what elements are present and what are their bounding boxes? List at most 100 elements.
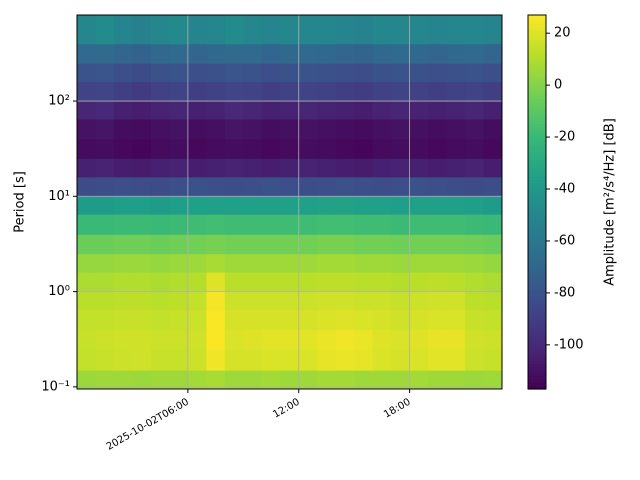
heatmap-cell <box>317 63 337 83</box>
heatmap-cell <box>187 158 207 178</box>
heatmap-cell <box>77 234 96 255</box>
heatmap-cell <box>187 272 207 293</box>
heatmap-cell <box>132 196 152 215</box>
colorbar-tick-label: -40 <box>554 182 575 197</box>
heatmap-cell <box>169 81 189 102</box>
colorbar-segment <box>528 360 546 365</box>
heatmap-cell <box>169 118 189 140</box>
heatmap-cell <box>150 63 170 83</box>
heatmap-cell <box>132 291 152 310</box>
colorbar-segment <box>528 142 546 147</box>
heatmap-cell <box>428 272 448 293</box>
heatmap-cell <box>391 43 411 64</box>
heatmap-cell <box>132 309 152 331</box>
heatmap-cell <box>354 272 374 293</box>
heatmap-cell <box>354 291 374 310</box>
heatmap-cell <box>95 81 115 102</box>
heatmap-cell <box>465 158 485 178</box>
heatmap-cell <box>354 81 374 102</box>
heatmap-cell <box>169 158 189 178</box>
heatmap-cell <box>465 234 485 255</box>
heatmap-cell <box>77 253 96 273</box>
heatmap-cell <box>206 309 226 331</box>
heatmap-cell <box>465 253 485 273</box>
colorbar-segment <box>528 351 546 356</box>
heatmap-cell <box>372 196 392 215</box>
heatmap-cell <box>483 370 503 390</box>
colorbar-segment <box>528 233 546 237</box>
heatmap-cell <box>243 370 263 390</box>
heatmap-cell <box>243 176 263 197</box>
heatmap-cell <box>483 348 503 371</box>
colorbar-segment <box>528 382 546 387</box>
heatmap-cell <box>95 118 115 140</box>
heatmap-cell <box>298 291 318 310</box>
heatmap-cell <box>150 101 170 120</box>
heatmap-cell <box>95 63 115 83</box>
heatmap-cell <box>317 348 337 371</box>
heatmap-cell <box>280 81 300 102</box>
colorbar-segment <box>528 357 546 362</box>
heatmap-cell <box>261 370 281 390</box>
heatmap-cell <box>169 43 189 64</box>
colorbar-segment <box>528 117 546 122</box>
heatmap-cell <box>372 272 392 293</box>
heatmap-cell <box>354 138 374 159</box>
heatmap-cell <box>446 234 466 255</box>
heatmap-cell <box>465 214 485 235</box>
colorbar-tick-label: -20 <box>554 130 575 145</box>
colorbar-segment <box>528 242 546 247</box>
heatmap-cell <box>391 15 411 45</box>
heatmap-cell <box>77 272 96 293</box>
heatmap-cell <box>483 118 503 140</box>
heatmap-cell <box>169 370 189 390</box>
heatmap-cell <box>243 138 263 159</box>
heatmap-cell <box>317 81 337 102</box>
heatmap-cell <box>261 138 281 159</box>
colorbar-segment <box>528 18 546 22</box>
heatmap-cell <box>280 234 300 255</box>
heatmap-cell <box>77 63 96 83</box>
colorbar-segment <box>528 298 546 303</box>
heatmap-cell <box>465 309 485 331</box>
colorbar-segment <box>528 96 546 100</box>
heatmap-cell <box>243 158 263 178</box>
heatmap-cell <box>335 63 355 83</box>
heatmap-cell <box>298 101 318 120</box>
colorbar-segment <box>528 158 546 163</box>
heatmap-cell <box>409 81 429 102</box>
colorbar-segment <box>528 226 546 231</box>
colorbar-segment <box>528 139 546 144</box>
heatmap-cell <box>483 234 503 255</box>
heatmap-cell <box>446 272 466 293</box>
colorbar-segment <box>528 195 546 200</box>
heatmap-cell <box>206 101 226 120</box>
heatmap-cell <box>224 138 244 159</box>
heatmap-cell <box>483 196 503 215</box>
heatmap-cell <box>354 101 374 120</box>
heatmap-cell <box>280 138 300 159</box>
heatmap-cell <box>77 138 96 159</box>
heatmap-cell <box>391 253 411 273</box>
heatmap-cell <box>317 158 337 178</box>
heatmap-cell <box>372 63 392 83</box>
heatmap-cell <box>243 309 263 331</box>
heatmap-cell <box>132 272 152 293</box>
heatmap-cell <box>243 234 263 255</box>
heatmap-cell <box>77 291 96 310</box>
heatmap-cell <box>261 101 281 120</box>
heatmap-cell <box>261 234 281 255</box>
heatmap-cell <box>132 158 152 178</box>
heatmap-cell <box>113 63 133 83</box>
heatmap-cell <box>391 176 411 197</box>
heatmap-cell <box>428 370 448 390</box>
heatmap-cell <box>372 329 392 350</box>
heatmap-cell <box>169 272 189 293</box>
heatmap-cell <box>169 253 189 273</box>
heatmap-cell <box>243 118 263 140</box>
colorbar-segment <box>528 105 546 110</box>
colorbar-segment <box>528 21 546 25</box>
colorbar-segment <box>528 133 546 138</box>
colorbar-segment <box>528 136 546 141</box>
heatmap-cell <box>465 81 485 102</box>
